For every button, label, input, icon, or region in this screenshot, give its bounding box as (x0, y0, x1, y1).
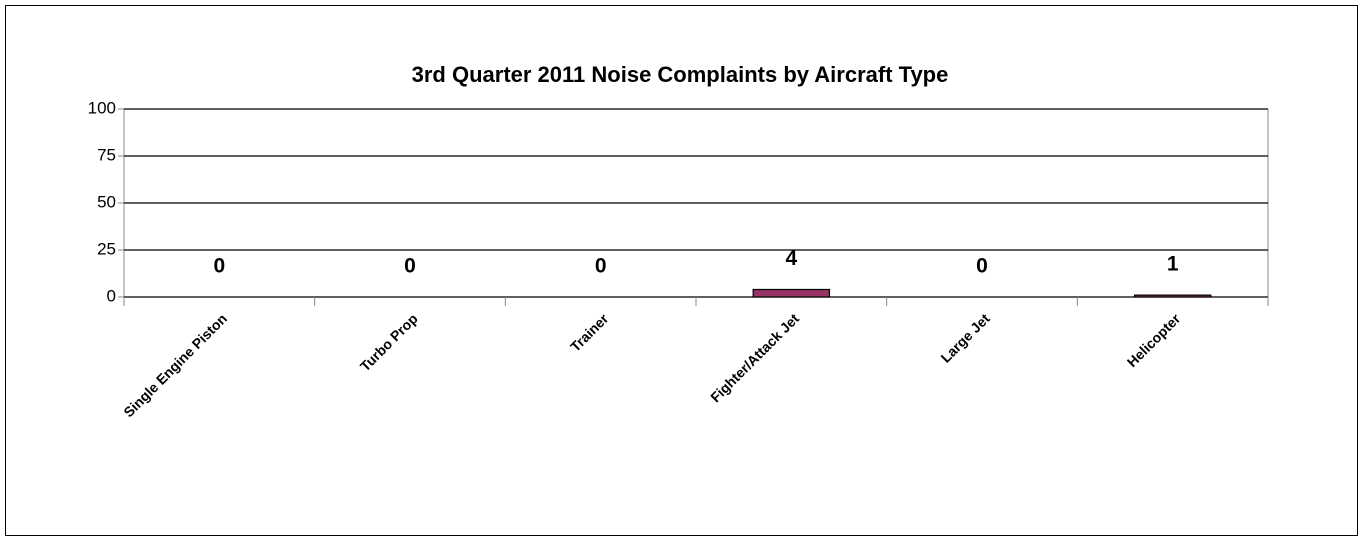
chart-border (5, 5, 1358, 536)
y-tick-label: 75 (97, 145, 116, 164)
bar (1133, 294, 1212, 298)
data-label: 0 (595, 255, 607, 278)
y-tick-label: 25 (97, 239, 116, 258)
y-tick-label: 0 (107, 286, 116, 305)
data-label: 0 (976, 255, 988, 278)
y-tick-label: 50 (97, 192, 116, 211)
data-label: 0 (404, 255, 416, 278)
data-label: 1 (1167, 253, 1179, 276)
data-label: 4 (785, 247, 797, 270)
chart-title: 3rd Quarter 2011 Noise Complaints by Air… (412, 62, 949, 87)
data-label: 0 (213, 255, 225, 278)
bar (752, 288, 831, 298)
y-tick-label: 100 (88, 98, 116, 117)
